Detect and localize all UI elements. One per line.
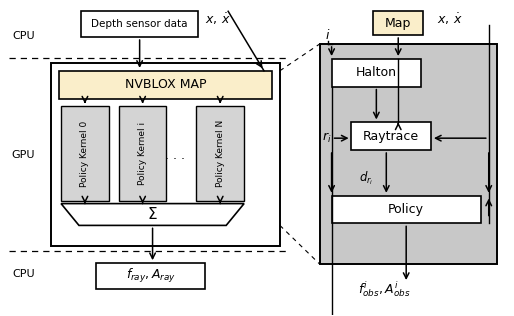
Bar	[196, 106, 244, 201]
Text: GPU: GPU	[11, 150, 35, 160]
Bar	[320, 44, 497, 264]
Text: CPU: CPU	[12, 269, 34, 279]
Text: Map: Map	[385, 17, 411, 30]
Text: $r_i$: $r_i$	[322, 131, 332, 145]
Bar	[59, 71, 272, 99]
Text: Halton: Halton	[356, 66, 397, 79]
Text: . . .: . . .	[166, 149, 186, 161]
Text: Raytrace: Raytrace	[363, 130, 419, 143]
Text: $f^i_{obs}, A^i_{obs}$: $f^i_{obs}, A^i_{obs}$	[358, 279, 411, 299]
Bar	[96, 263, 205, 289]
Text: $d_{r_i}$: $d_{r_i}$	[359, 169, 374, 187]
Text: Policy Kernel i: Policy Kernel i	[138, 122, 147, 185]
Bar	[51, 63, 280, 246]
Text: Policy Kernel 0: Policy Kernel 0	[80, 120, 89, 187]
Bar	[81, 11, 198, 37]
Text: Policy Kernel N: Policy Kernel N	[216, 120, 225, 187]
Text: Policy: Policy	[388, 203, 424, 216]
Text: Depth sensor data: Depth sensor data	[91, 19, 188, 29]
Text: NVBLOX MAP: NVBLOX MAP	[125, 78, 206, 91]
Text: $i$: $i$	[325, 28, 331, 42]
Bar	[61, 106, 109, 201]
Bar	[332, 196, 481, 223]
Polygon shape	[61, 204, 244, 225]
Bar	[352, 122, 431, 150]
Bar	[373, 11, 423, 35]
Text: $x,\,\dot{x}$: $x,\,\dot{x}$	[205, 11, 231, 27]
Text: $f_{ray}, A_{ray}$: $f_{ray}, A_{ray}$	[125, 267, 176, 285]
Bar	[332, 59, 421, 87]
Text: $x,\,\dot{x}$: $x,\,\dot{x}$	[437, 11, 463, 27]
Text: CPU: CPU	[12, 31, 34, 41]
Text: $\Sigma$: $\Sigma$	[147, 206, 158, 222]
Bar	[119, 106, 167, 201]
